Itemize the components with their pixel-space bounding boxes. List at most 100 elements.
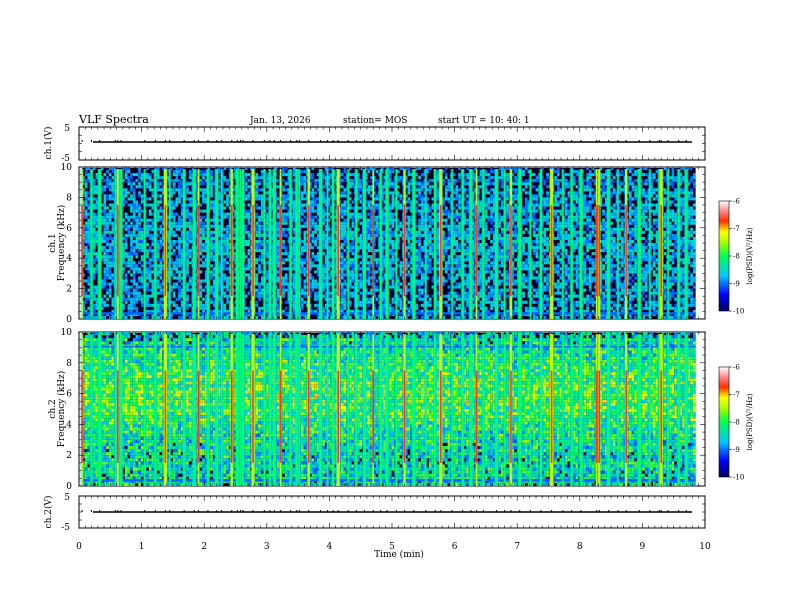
waveform-blip <box>264 510 265 512</box>
waveform-blip <box>596 510 597 512</box>
sferic-mark <box>494 334 499 486</box>
waveform-blip <box>626 140 627 142</box>
sferic-mark <box>461 334 465 486</box>
sferic-mark <box>318 169 323 319</box>
sferic-mark <box>529 334 533 486</box>
sferic-mark <box>268 169 272 319</box>
sferic-mark <box>354 169 358 319</box>
ch1-waveform-panel: 5 -5 ch.1(V) <box>43 124 705 164</box>
waveform-blip <box>649 510 650 512</box>
figure-title: VLF Spectra <box>78 113 149 126</box>
waveform-blip <box>320 140 321 142</box>
waveform-blip <box>440 140 441 142</box>
waveform-blip <box>510 510 511 512</box>
sferic-mark <box>143 334 147 486</box>
sferic-mark <box>384 334 389 486</box>
waveform-blip <box>269 510 270 512</box>
waveform-blip <box>308 510 309 512</box>
sferic-mark <box>450 169 454 319</box>
waveform-blip <box>562 510 563 512</box>
ch2-spectrogram-image <box>80 332 695 486</box>
waveform-blip <box>440 510 441 512</box>
waveform-blip <box>117 510 118 512</box>
sferic-mark <box>433 169 437 319</box>
sferic-mark <box>475 169 479 319</box>
sferic-mark <box>450 334 454 486</box>
sferic-mark <box>97 334 102 486</box>
colorbar-tick-label: -8 <box>733 253 740 261</box>
waveform-blip <box>82 510 83 512</box>
y-tick-label: 10 <box>61 328 73 338</box>
waveform-blip <box>240 510 241 512</box>
ch2-wave-ytick-bottom: -5 <box>61 523 70 533</box>
waveform-blip <box>198 510 199 512</box>
sferic-mark <box>616 169 620 319</box>
sferic-mark <box>206 169 210 319</box>
waveform-blip <box>165 140 166 142</box>
waveform-blip <box>470 140 471 142</box>
waveform-blip <box>333 140 334 142</box>
x-tick-label: 7 <box>514 542 520 552</box>
waveform-blip <box>661 140 662 142</box>
sferic-mark <box>570 334 574 486</box>
sferic-mark <box>168 334 172 486</box>
sferic-mark <box>279 334 283 486</box>
y-tick-label: 6 <box>66 390 72 400</box>
y-tick-label: 4 <box>66 420 72 430</box>
sferic-mark <box>677 169 681 319</box>
sferic-mark <box>461 169 465 319</box>
sferic-mark <box>118 169 123 319</box>
sferic-mark <box>379 334 383 486</box>
sferic-mark <box>354 334 358 486</box>
sferic-mark <box>411 334 416 486</box>
waveform-blip <box>599 510 600 512</box>
waveform-blip <box>184 140 185 142</box>
waveform-blip <box>425 140 426 142</box>
sferic-mark <box>468 334 473 486</box>
sferic-mark <box>371 334 375 486</box>
waveform-blip <box>296 140 297 142</box>
waveform-blip <box>299 140 300 142</box>
waveform-blip <box>115 140 116 142</box>
ch1-colorbar-label: log(PSD)(V²/Hz) <box>746 227 754 284</box>
waveform-blip <box>413 510 414 512</box>
y-tick-label: 8 <box>66 359 72 369</box>
colorbar-tick-label: -7 <box>733 391 740 399</box>
sferic-mark <box>336 169 341 319</box>
sferic-mark <box>597 334 601 486</box>
sferic-mark <box>346 334 350 486</box>
waveform-blip <box>99 510 100 512</box>
waveform-blip <box>91 510 92 512</box>
x-tick-label: 3 <box>264 542 270 552</box>
date-label: Jan. 13, 2026 <box>249 116 311 126</box>
colorbar-tick-label: -7 <box>733 225 740 233</box>
waveform-blip <box>386 510 387 512</box>
sferic-mark <box>214 169 219 319</box>
waveform-blip <box>470 510 471 512</box>
waveform-blip <box>144 510 145 512</box>
sferic-mark <box>80 334 84 486</box>
y-tick-label: 8 <box>66 193 72 203</box>
sferic-mark <box>517 334 522 486</box>
waveform-blip <box>668 140 669 142</box>
sferic-mark <box>509 334 513 486</box>
waveform-blip <box>237 510 238 512</box>
ch2-colorbar-label: log(PSD)(V²/Hz) <box>746 393 754 450</box>
sferic-mark <box>529 169 533 319</box>
sferic-mark <box>433 334 437 486</box>
sferic-mark <box>192 334 197 486</box>
sferic-mark <box>648 169 652 319</box>
ch1-wave-ytick-top: 5 <box>64 124 70 134</box>
x-tick-label: 1 <box>139 542 145 552</box>
x-tick-label: 6 <box>452 542 458 552</box>
sferic-mark <box>424 169 428 319</box>
waveform-blip <box>413 140 414 142</box>
sferic-mark <box>182 334 186 486</box>
waveform-blip <box>299 510 300 512</box>
waveform-blip <box>483 140 484 142</box>
sferic-mark <box>597 169 601 319</box>
sferic-mark <box>307 169 311 319</box>
ch1-spectrogram-panel: ch.1 Frequency (kHz) <box>48 167 705 319</box>
sferic-mark <box>666 334 670 486</box>
